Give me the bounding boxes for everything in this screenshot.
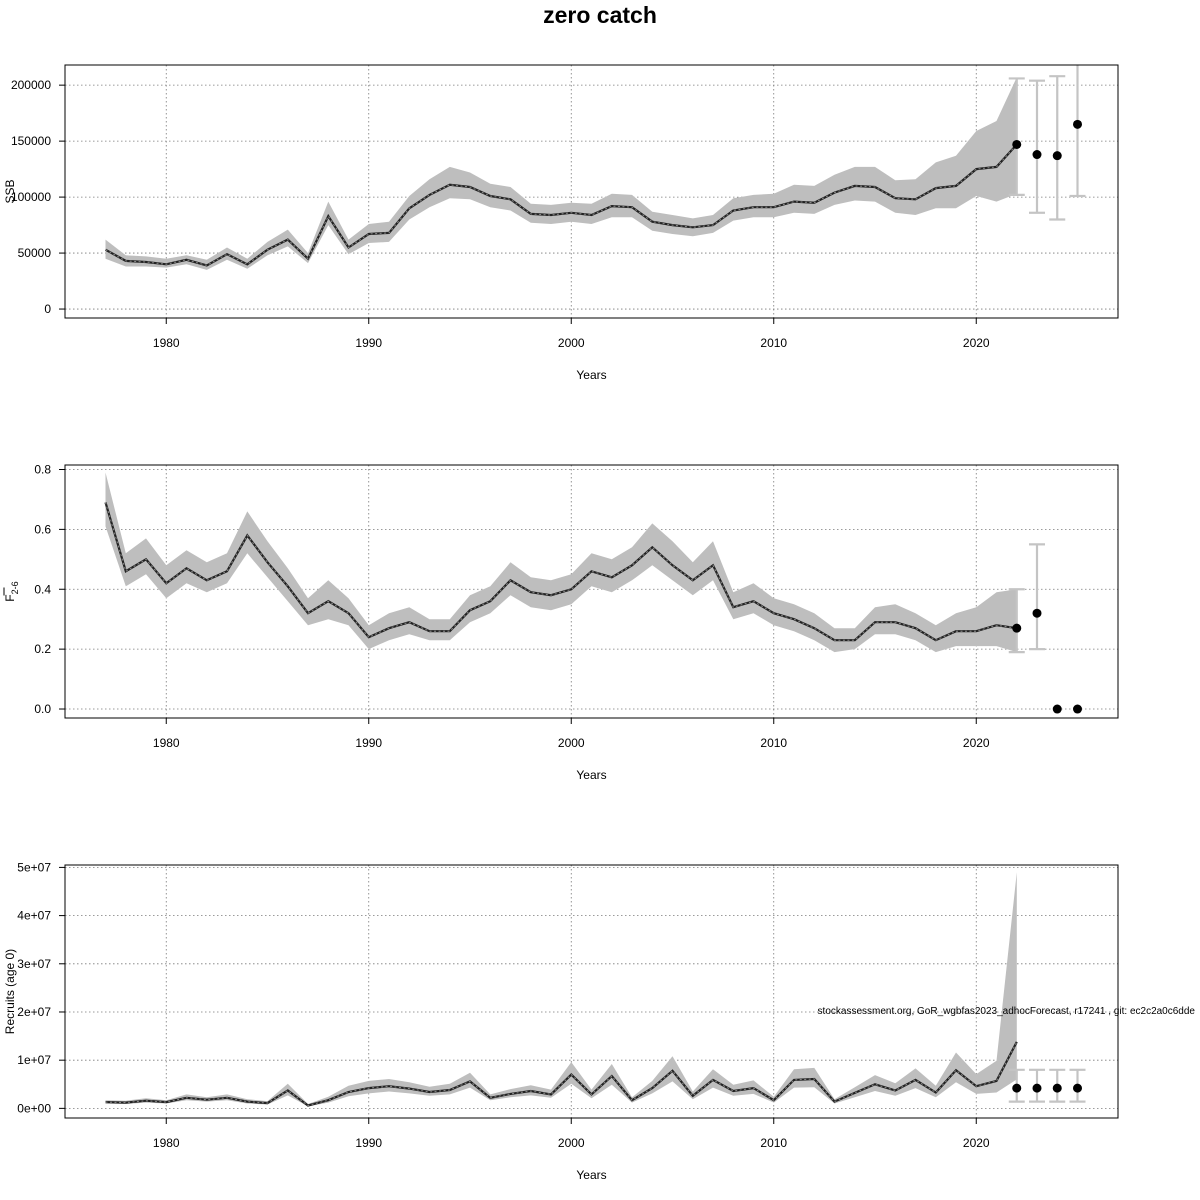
recruits-x-tick-label: 2020 xyxy=(963,1136,990,1150)
recruits-confidence-band xyxy=(105,872,1017,1107)
fbar-x-axis-label: Years xyxy=(576,768,606,782)
ssb-forecast-point xyxy=(1073,119,1082,129)
ssb-forecast-point xyxy=(1032,150,1042,160)
recruits-forecast-point xyxy=(1032,1083,1042,1093)
recruits-estimate-line xyxy=(105,1041,1018,1107)
recruits-y-tick-label: 0e+00 xyxy=(17,1101,51,1115)
recruits-y-tick-label: 1e+07 xyxy=(17,1053,51,1067)
fbar-forecast-point xyxy=(1012,623,1022,633)
recruits-y-axis-label: Recruits (age 0) xyxy=(3,949,17,1034)
recruits-panel: 1980 1990 2000 2010 2020 0e+00 1e+07 2e+07 3e+07… xyxy=(3,860,1119,1182)
recruits-x-axis-label: Years xyxy=(576,1168,606,1182)
fbar-x-tick-label: 1980 xyxy=(153,736,180,750)
recruits-x-tick-label: 2010 xyxy=(760,1136,787,1150)
recruits-y-tick-label: 3e+07 xyxy=(17,957,51,971)
fbar-x-tick-label: 1990 xyxy=(355,736,382,750)
fbar-y-tick-label: 0.0 xyxy=(34,702,51,716)
fbar-y-axis-label: F2-6 xyxy=(3,581,20,601)
ssb-x-tick-label: 2000 xyxy=(558,336,585,350)
fbar-forecast-point xyxy=(1032,608,1042,618)
fbar-x-tick-label: 2010 xyxy=(760,736,787,750)
ssb-x-axis-label: Years xyxy=(576,368,606,382)
ssb-x-tick-label: 1990 xyxy=(355,336,382,350)
recruits-estimate-line-dots xyxy=(105,1041,1018,1107)
fbar-y-tick-label: 0.6 xyxy=(34,522,51,536)
ssb-estimate-line-dots xyxy=(105,144,1018,266)
recruits-x-tick-label: 1980 xyxy=(153,1136,180,1150)
fbar-estimate-line xyxy=(104,502,1017,642)
ssb-panel: 1980 1990 2000 2010 2020 0 50000 100000 150000 20… xyxy=(3,64,1119,382)
ssb-x-tick-label: 1980 xyxy=(153,336,180,350)
figure-title: zero catch xyxy=(543,2,657,28)
recruits-forecast-point xyxy=(1073,1083,1082,1093)
recruits-x-tick-label: 2000 xyxy=(558,1136,585,1150)
ssb-y-tick-label: 50000 xyxy=(18,246,52,260)
recruits-y-tick-label: 2e+07 xyxy=(17,1005,51,1019)
fbar-forecast-point xyxy=(1073,704,1082,714)
ssb-plot-area xyxy=(65,65,1118,318)
recruits-forecast-point xyxy=(1012,1083,1022,1093)
ssb-y-tick-label: 0 xyxy=(44,302,51,316)
recruits-y-tick-label: 5e+07 xyxy=(17,860,51,874)
recruits-plot-area xyxy=(65,865,1118,1118)
recruits-plot-frame xyxy=(64,864,1119,1119)
ssb-plot-frame xyxy=(64,64,1119,319)
ssb-forecast-point xyxy=(1012,139,1022,149)
footnote-text: stockassessment.org, GoR_wgbfas2023_adho… xyxy=(818,1006,1196,1017)
fbar-x-tick-label: 2000 xyxy=(558,736,585,750)
recruits-x-tick-label: 1990 xyxy=(355,1136,382,1150)
fbar-forecast-point xyxy=(1052,704,1062,714)
fbar-plot-area xyxy=(65,465,1118,718)
ssb-x-tick-label: 2010 xyxy=(760,336,787,350)
ssb-confidence-band xyxy=(105,77,1017,270)
ssb-y-tick-label: 150000 xyxy=(11,134,51,148)
fbar-y-tick-label: 0.2 xyxy=(34,642,51,656)
recruits-y-tick-label: 4e+07 xyxy=(17,909,51,923)
ssb-y-tick-label: 200000 xyxy=(11,78,51,92)
fbar-x-tick-label: 2020 xyxy=(963,736,990,750)
fbar-confidence-band xyxy=(105,472,1017,653)
ssb-y-tick-label: 100000 xyxy=(11,190,51,204)
fbar-panel: 1980 1990 2000 2010 2020 0.0 0.2 0.4 0.6 0.8 Years… xyxy=(3,462,1119,782)
ssb-forecast-point xyxy=(1052,151,1062,161)
fbar-y-tick-label: 0.8 xyxy=(34,462,51,476)
ssb-y-axis-label: SSB xyxy=(3,179,17,203)
recruits-forecast-point xyxy=(1052,1083,1062,1093)
fbar-plot-frame xyxy=(64,464,1119,719)
ssb-x-tick-label: 2020 xyxy=(963,336,990,350)
fbar-y-tick-label: 0.4 xyxy=(34,582,51,596)
